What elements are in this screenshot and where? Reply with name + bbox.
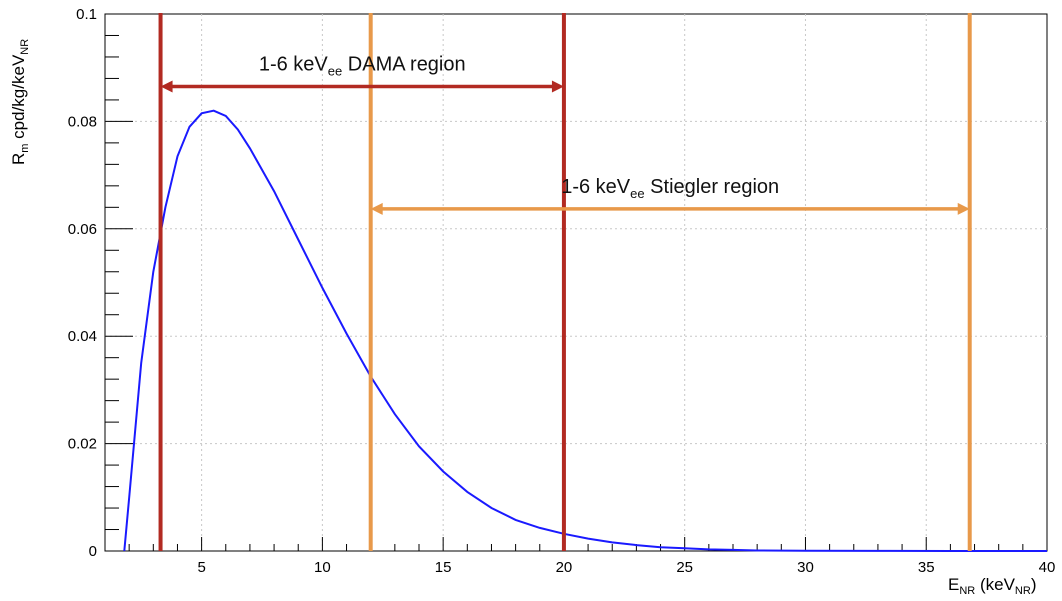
y-tick-label: 0.02 — [68, 436, 97, 453]
tick-layer: 5 10 15 20 25 30 35 40 0 0.02 0.04 0.06 0.08 0.1 — [68, 6, 1056, 576]
region-label-sub: ee — [630, 186, 644, 201]
x-tick-label: 20 — [556, 559, 573, 576]
series-layer — [123, 109, 1047, 552]
region-arrow-head-left-stiegler — [370, 202, 383, 215]
y-axis-title: Rm cpd/kg/keVNR — [9, 39, 31, 165]
region-label-dama: 1-6 keVee DAMA region — [259, 53, 466, 78]
vline-layer — [158, 13, 972, 551]
x-tick-label: 15 — [435, 559, 452, 576]
series-line — [123, 109, 1047, 552]
y-axis-title-main: R — [9, 153, 28, 165]
region-label-post: DAMA region — [342, 53, 465, 75]
x-tick-label: 35 — [918, 559, 935, 576]
x-axis-title-main: E — [948, 575, 959, 594]
region-label-pre: 1-6 keV — [259, 53, 329, 75]
x-tick-label: 5 — [197, 559, 205, 576]
x-axis-title-sub: NR — [959, 585, 975, 597]
y-tick-label: 0.04 — [68, 328, 97, 345]
region-arrow-head-right-stiegler — [957, 202, 970, 215]
x-axis-title-sub2: NR — [1015, 585, 1031, 597]
region-label-post: Stiegler region — [645, 176, 780, 198]
y-axis-title-rest: cpd/kg/keV — [9, 54, 28, 143]
region-arrow-head-left-dama — [160, 80, 173, 93]
region-arrow-head-right-dama — [551, 80, 564, 93]
x-tick-label: 25 — [676, 559, 693, 576]
x-axis-title-rest: (keV — [975, 575, 1015, 594]
y-tick-label: 0.08 — [68, 113, 97, 130]
region-label-sub: ee — [328, 63, 342, 78]
y-tick-label: 0.06 — [68, 221, 97, 238]
x-tick-label: 10 — [314, 559, 331, 576]
x-axis-title-close: ) — [1031, 575, 1037, 594]
x-axis-title: ENR (keVNR) — [948, 575, 1036, 597]
y-tick-label: 0.1 — [76, 6, 97, 23]
x-tick-label: 30 — [797, 559, 814, 576]
x-tick-label: 40 — [1039, 559, 1056, 576]
y-axis-title-sub2: NR — [19, 39, 31, 55]
y-tick-label: 0 — [89, 543, 97, 560]
region-label-pre: 1-6 keV — [561, 176, 631, 198]
region-label-stiegler: 1-6 keVee Stiegler region — [561, 176, 779, 201]
y-axis-title-sub: m — [19, 144, 31, 153]
grid-layer — [105, 14, 1047, 551]
plot-frame — [104, 13, 1048, 552]
